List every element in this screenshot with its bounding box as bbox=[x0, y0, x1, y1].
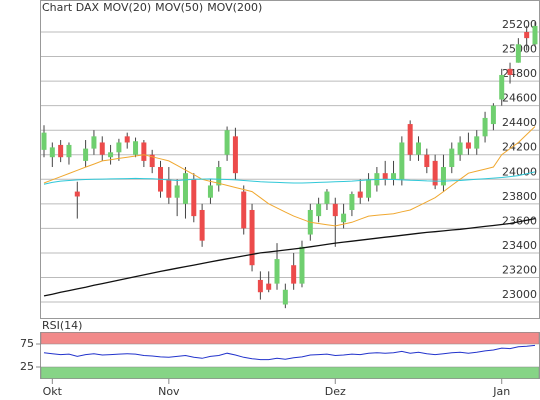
rsi-line bbox=[43, 344, 536, 361]
x-tick-label: Jan bbox=[492, 385, 510, 398]
candle-body bbox=[241, 191, 247, 229]
rsi-tick-label: 75 bbox=[20, 337, 34, 350]
y-tick-label: 24000 bbox=[502, 165, 537, 178]
candle-body bbox=[282, 289, 288, 305]
candle-body bbox=[133, 141, 139, 155]
candle-body bbox=[482, 117, 488, 137]
candle-body bbox=[391, 173, 397, 180]
candle-body bbox=[440, 167, 446, 186]
y-tick-label: 23400 bbox=[502, 239, 537, 252]
candle-body bbox=[457, 142, 463, 155]
candle-body bbox=[249, 209, 255, 266]
legend-entry: MOV(50) bbox=[155, 1, 203, 14]
candle-body bbox=[349, 194, 355, 210]
candle-body bbox=[174, 185, 180, 198]
candle-body bbox=[207, 185, 213, 198]
candle-body bbox=[366, 179, 372, 198]
candle-body bbox=[91, 136, 97, 149]
candle-body bbox=[424, 154, 430, 168]
candle-body bbox=[432, 160, 438, 186]
candle-body bbox=[116, 142, 122, 153]
candle-body bbox=[316, 203, 322, 217]
candle-body bbox=[66, 144, 72, 158]
rsi-zone bbox=[40, 332, 540, 345]
rsi-zone bbox=[40, 366, 540, 379]
candle-body bbox=[341, 213, 347, 223]
y-tick-label: 25200 bbox=[502, 18, 537, 31]
candle-body bbox=[515, 44, 521, 63]
candle-body bbox=[324, 191, 330, 204]
x-tick-label: Dez bbox=[325, 385, 346, 398]
legend: Chart DAX MOV(20) MOV(50) MOV(200) bbox=[42, 1, 262, 14]
candle-body bbox=[415, 142, 421, 155]
candle-body bbox=[524, 32, 530, 39]
candle-body bbox=[490, 105, 496, 125]
candle-body bbox=[41, 132, 47, 150]
candle-body bbox=[299, 246, 305, 284]
y-tick-label: 23000 bbox=[502, 288, 537, 301]
candle-body bbox=[166, 179, 172, 198]
candle-body bbox=[274, 259, 280, 284]
main-plot-frame bbox=[40, 0, 540, 319]
rsi-tick-label: 25 bbox=[20, 360, 34, 373]
candle-body bbox=[58, 144, 64, 158]
candle-body bbox=[216, 167, 222, 186]
candle-body bbox=[332, 203, 338, 217]
candle-body bbox=[182, 173, 188, 204]
x-tick-label: Okt bbox=[43, 385, 63, 398]
y-tick-label: 23600 bbox=[502, 214, 537, 227]
x-tick-label: Nov bbox=[158, 385, 180, 398]
candle-body bbox=[266, 283, 272, 290]
candle-body bbox=[357, 191, 363, 198]
y-tick-label: 23200 bbox=[502, 263, 537, 276]
y-tick-label: 24600 bbox=[502, 92, 537, 105]
candle-body bbox=[149, 154, 155, 168]
candle-body bbox=[257, 279, 263, 293]
moving-average-line bbox=[43, 126, 536, 227]
rsi-title: RSI(14) bbox=[42, 319, 82, 332]
legend-entry: MOV(20) bbox=[103, 1, 151, 14]
candle-body bbox=[499, 74, 505, 100]
candle-body bbox=[291, 265, 297, 284]
candle-body bbox=[465, 142, 471, 149]
chart-title: Chart DAX bbox=[42, 1, 100, 14]
legend-entry: MOV(200) bbox=[207, 1, 262, 14]
candle-body bbox=[399, 142, 405, 180]
candle-body bbox=[83, 148, 89, 161]
candle-body bbox=[449, 148, 455, 168]
moving-average-line bbox=[43, 171, 536, 185]
candle-body bbox=[382, 173, 388, 180]
y-tick-label: 24800 bbox=[502, 67, 537, 80]
candle-body bbox=[407, 124, 413, 155]
candle-body bbox=[224, 130, 230, 155]
y-tick-label: 23800 bbox=[502, 190, 537, 203]
candle-body bbox=[74, 191, 80, 197]
candle-body bbox=[191, 179, 197, 217]
candle-body bbox=[474, 136, 480, 149]
candle-body bbox=[99, 142, 105, 155]
candle-body bbox=[49, 147, 55, 158]
candle-body bbox=[141, 142, 147, 161]
candle-body bbox=[232, 136, 238, 174]
y-tick-label: 24200 bbox=[502, 141, 537, 154]
candle-body bbox=[124, 136, 130, 143]
candle-body bbox=[507, 68, 513, 75]
y-tick-label: 24400 bbox=[502, 116, 537, 129]
moving-average-line bbox=[43, 217, 536, 297]
candle-body bbox=[108, 152, 114, 158]
candle-body bbox=[532, 25, 538, 45]
candle-body bbox=[199, 209, 205, 241]
